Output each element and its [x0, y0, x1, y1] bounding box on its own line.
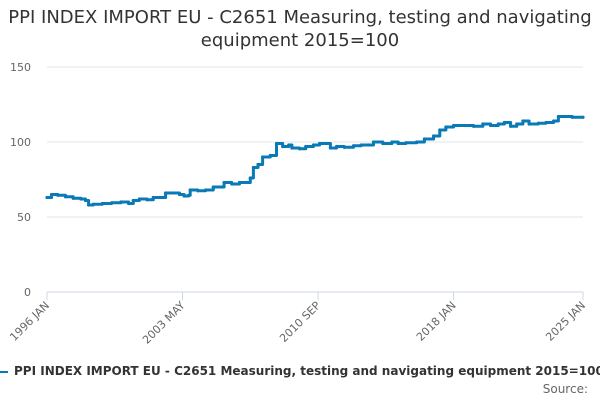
- data-point: [177, 192, 182, 197]
- data-point: [544, 120, 548, 125]
- legend-swatch: [0, 370, 8, 373]
- data-point: [552, 119, 556, 123]
- grid-layer: [47, 66, 583, 218]
- data-point: [221, 185, 225, 189]
- data-point: [131, 198, 135, 203]
- source-label: Source:: [542, 382, 588, 396]
- data-point: [562, 114, 567, 119]
- data-point: [63, 195, 68, 199]
- data-point: [351, 144, 356, 148]
- data-point: [137, 197, 141, 201]
- x-tick-label: 2010 SEP: [277, 299, 323, 345]
- data-point: [274, 141, 279, 146]
- data-point: [45, 195, 49, 200]
- series-layer: [45, 114, 585, 207]
- data-point: [187, 193, 191, 197]
- data-point: [230, 182, 234, 186]
- data-point: [287, 143, 291, 147]
- data-point: [248, 176, 252, 180]
- data-point: [251, 165, 255, 170]
- data-point: [188, 188, 192, 192]
- legend[interactable]: PPI INDEX IMPORT EU - C2651 Measuring, t…: [0, 364, 600, 378]
- chart-title: PPI INDEX IMPORT EU - C2651 Measuring, t…: [8, 7, 592, 51]
- data-point: [462, 123, 466, 128]
- y-tick-label: 150: [10, 61, 31, 74]
- x-tick-label: 2018 JAN: [414, 299, 459, 344]
- series-line: [45, 115, 585, 207]
- data-point: [432, 134, 436, 138]
- data-point: [245, 180, 249, 185]
- data-point: [502, 120, 506, 125]
- x-tick-label: 1996 JAN: [7, 299, 52, 344]
- data-point: [119, 200, 123, 204]
- data-point: [87, 203, 91, 207]
- data-point: [318, 141, 322, 146]
- data-point: [204, 188, 208, 192]
- data-point: [56, 193, 60, 197]
- data-point: [335, 144, 339, 149]
- data-point: [127, 201, 131, 206]
- data-point: [311, 143, 316, 147]
- data-point: [268, 153, 272, 158]
- data-point: [527, 122, 531, 126]
- data-point: [222, 180, 226, 185]
- data-point: [256, 162, 260, 167]
- data-point: [444, 125, 448, 129]
- data-point: [367, 143, 371, 147]
- data-point: [536, 121, 540, 125]
- data-point: [381, 141, 385, 146]
- data-point: [581, 115, 585, 119]
- data-point: [489, 123, 493, 128]
- data-point: [472, 124, 476, 128]
- data-point: [521, 119, 525, 123]
- data-point: [83, 198, 88, 203]
- data-point: [157, 195, 161, 200]
- data-point: [328, 146, 332, 150]
- data-point: [110, 201, 114, 205]
- data-point: [509, 124, 513, 128]
- data-point: [145, 198, 149, 202]
- data-point: [515, 122, 519, 126]
- data-point: [422, 137, 426, 141]
- y-tick-label: 50: [17, 211, 31, 224]
- x-tick-label: 2003 MAY: [140, 299, 188, 347]
- data-point: [304, 144, 308, 149]
- data-point: [298, 147, 302, 151]
- data-point: [438, 128, 442, 132]
- data-point: [71, 196, 75, 200]
- data-point: [404, 141, 408, 145]
- data-point: [196, 189, 200, 193]
- data-point: [396, 141, 400, 146]
- data-point: [151, 195, 155, 200]
- y-tick-label: 100: [10, 136, 31, 149]
- data-point: [50, 192, 54, 197]
- data-point: [290, 146, 294, 150]
- data-point: [100, 201, 104, 206]
- data-point: [481, 122, 485, 126]
- data-point: [170, 191, 174, 195]
- data-point: [371, 140, 376, 144]
- data-point: [570, 115, 574, 119]
- data-point: [415, 140, 419, 144]
- data-point: [281, 144, 285, 149]
- data-point: [342, 145, 346, 149]
- data-point: [452, 123, 456, 128]
- data-point: [359, 143, 363, 147]
- data-point: [496, 122, 500, 126]
- y-tick-label: 0: [24, 286, 31, 299]
- legend-label: PPI INDEX IMPORT EU - C2651 Measuring, t…: [14, 364, 600, 378]
- data-point: [237, 180, 242, 185]
- data-point: [91, 202, 95, 206]
- data-point: [164, 191, 168, 195]
- data-point: [261, 155, 265, 159]
- data-point: [390, 140, 394, 144]
- data-point: [211, 185, 215, 189]
- data-point: [325, 141, 329, 146]
- data-point: [556, 114, 561, 119]
- data-point: [79, 197, 83, 201]
- data-point: [182, 194, 186, 198]
- x-tick-label: 2025 JAN: [543, 299, 588, 344]
